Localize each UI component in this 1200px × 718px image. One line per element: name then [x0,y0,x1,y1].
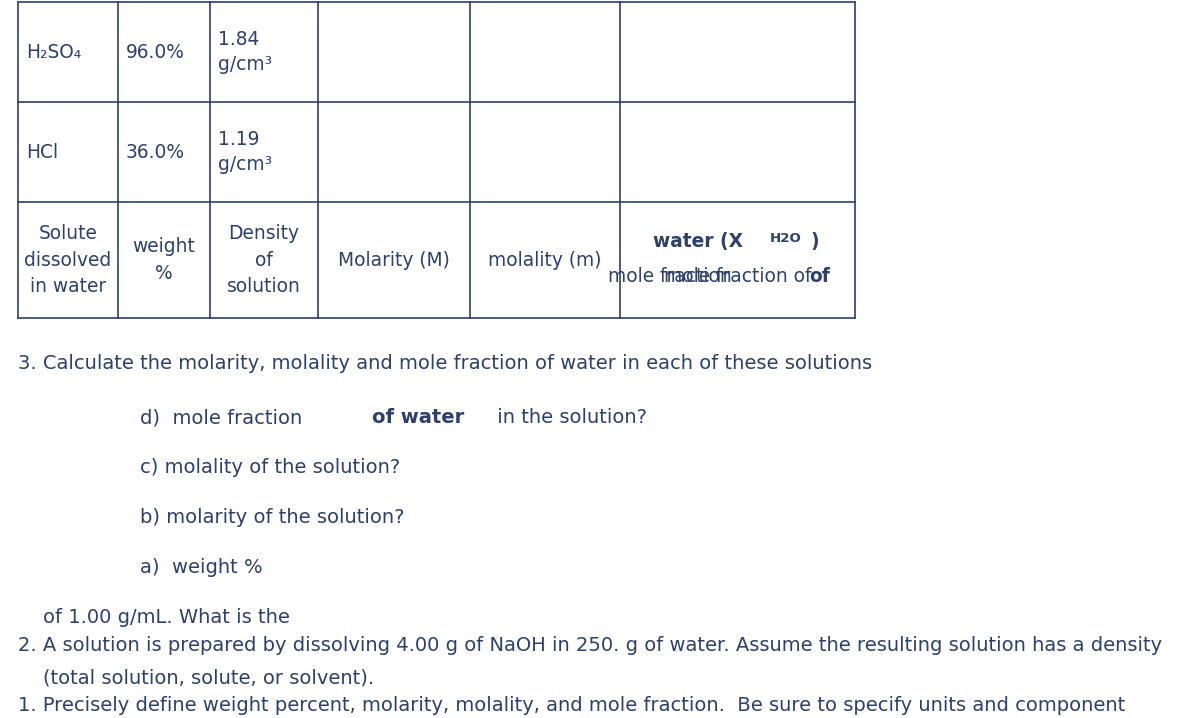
Text: a)  weight %: a) weight % [90,558,263,577]
Text: Solute
dissolved
in water: Solute dissolved in water [24,224,112,296]
Text: Molarity (M): Molarity (M) [338,251,450,269]
Text: mole fraction: mole fraction [608,266,738,286]
Text: 36.0%: 36.0% [126,142,185,162]
Text: ): ) [0,709,8,718]
Text: H2O: H2O [0,712,31,718]
Text: mole fraction of: mole fraction of [0,709,148,718]
Text: weight
%: weight % [132,237,196,283]
Text: (total solution, solute, or solvent).: (total solution, solute, or solvent). [18,668,374,687]
Text: H2O: H2O [769,231,802,245]
Text: of: of [810,266,830,286]
Text: water (X: water (X [653,233,743,251]
Text: of 1.00 g/mL. What is the: of 1.00 g/mL. What is the [18,608,290,627]
Text: molality (m): molality (m) [488,251,601,269]
Text: of water: of water [372,408,464,427]
Text: 1. Precisely define weight percent, molarity, molality, and mole fraction.  Be s: 1. Precisely define weight percent, mola… [18,696,1126,715]
Text: 2. A solution is prepared by dissolving 4.00 g of NaOH in 250. g of water. Assum: 2. A solution is prepared by dissolving … [18,636,1162,655]
Text: 96.0%: 96.0% [126,42,185,62]
Text: 1.84
g/cm³: 1.84 g/cm³ [218,30,272,74]
Text: Density
of
solution: Density of solution [227,224,301,296]
Text: in the solution?: in the solution? [491,408,647,427]
Text: mole fraction: mole fraction [0,709,130,718]
Text: H₂SO₄: H₂SO₄ [26,42,82,62]
Text: 1.19
g/cm³: 1.19 g/cm³ [218,130,272,174]
Text: mole fraction of: mole fraction of [664,266,811,286]
Text: 3. Calculate the molarity, molality and mole fraction of water in each of these : 3. Calculate the molarity, molality and … [18,354,872,373]
Text: d)  mole fraction: d) mole fraction [90,408,308,427]
Text: HCl: HCl [26,142,58,162]
Text: ): ) [810,233,820,251]
Text: c) molality of the solution?: c) molality of the solution? [90,458,401,477]
Text: water (X: water (X [0,709,90,718]
Text: b) molarity of the solution?: b) molarity of the solution? [90,508,404,527]
